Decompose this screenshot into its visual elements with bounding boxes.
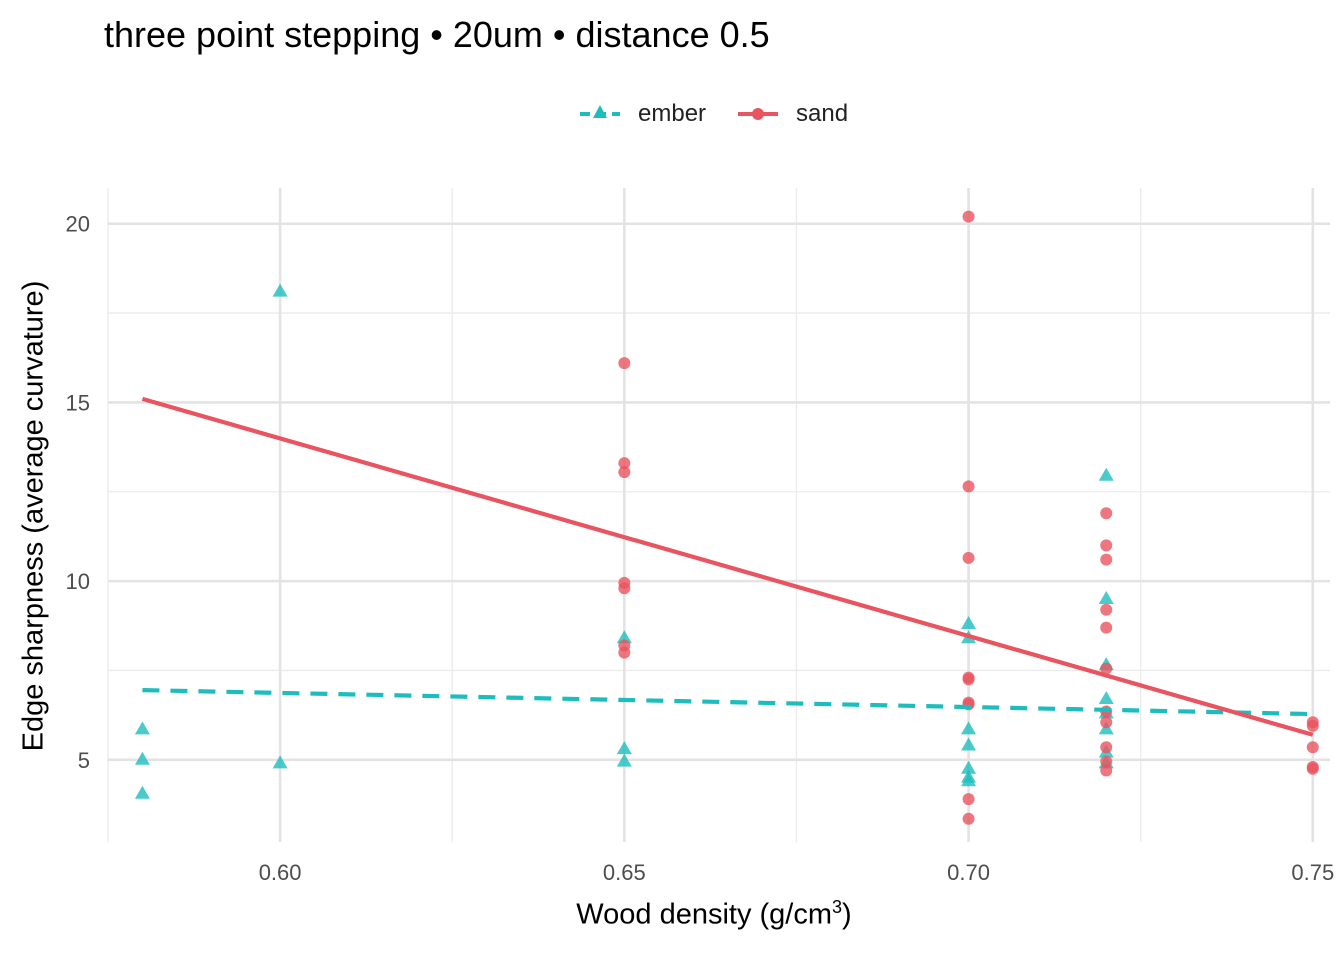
data-point-sand [1100,755,1113,768]
trend-line-ember [142,688,1313,717]
y-tick-label: 10 [66,569,90,594]
grid-major [108,188,1330,842]
legend-item-ember[interactable]: ember [576,96,726,132]
chart-title: three point stepping • 20um • distance 0… [104,14,770,55]
trend-lines [141,396,1314,737]
data-point-sand [962,673,975,686]
data-point-sand [1100,603,1113,616]
data-point-ember [134,721,150,735]
data-point-ember [961,616,977,629]
data-point-sand [618,457,631,470]
x-tick-label: 0.60 [259,860,302,885]
legend-key-sand [738,108,778,120]
data-point-sand [962,793,975,806]
y-tick-label: 5 [78,748,90,773]
data-point-sand [962,480,975,493]
x-axis-label: Wood density (g/cm3) [576,897,851,932]
data-point-ember [961,773,977,787]
y-axis-ticks: 5 10 15 20 [66,212,90,773]
data-point-ember [961,760,977,774]
data-point-ember [616,753,632,767]
data-point-sand [1100,507,1113,520]
data-points [134,210,1319,825]
data-point-sand [1100,621,1113,634]
legend-key-ember [580,105,620,118]
trend-line-sand [141,396,1314,737]
x-axis-label-superscript: 3 [832,897,843,917]
x-axis-label-text: Wood density (g/cm [576,898,833,931]
data-point-sand [962,551,975,564]
data-point-ember [961,721,977,735]
data-point-ember [961,737,977,751]
data-point-sand [1100,716,1113,729]
x-axis-ticks: 0.60 0.65 0.70 0.75 [259,860,1335,885]
data-point-ember [272,283,288,297]
data-point-sand [1100,553,1113,566]
x-tick-label: 0.70 [947,860,990,885]
x-tick-label: 0.65 [603,860,646,885]
legend: ember sand [0,96,1344,132]
legend-item-sand[interactable]: sand [736,96,876,132]
grid-minor [107,188,1330,842]
x-axis-label-suffix: ) [842,898,852,931]
data-point-sand [618,646,631,659]
data-point-ember [134,785,150,799]
data-point-ember [134,751,150,765]
data-point-sand [1100,662,1113,675]
y-tick-label: 15 [66,390,90,415]
data-point-sand [1100,539,1113,552]
data-point-sand [962,210,975,223]
data-point-sand [618,582,631,595]
data-point-ember [1098,467,1114,481]
data-point-sand [1100,764,1113,777]
data-point-ember [272,755,288,769]
legend-label-ember: ember [638,100,707,127]
data-point-sand [618,357,631,370]
data-point-sand [1100,741,1113,754]
legend-label-sand: sand [796,100,849,127]
data-point-sand [1306,719,1319,732]
y-tick-label: 20 [66,212,90,237]
data-point-sand [618,466,631,479]
data-point-ember [1098,691,1114,705]
data-point-sand [1306,741,1319,754]
data-point-sand [1306,762,1319,775]
data-point-ember [1098,590,1114,604]
data-point-ember [616,630,632,644]
data-point-ember [616,741,632,755]
data-point-sand [962,812,975,825]
x-tick-label: 0.75 [1291,860,1334,885]
